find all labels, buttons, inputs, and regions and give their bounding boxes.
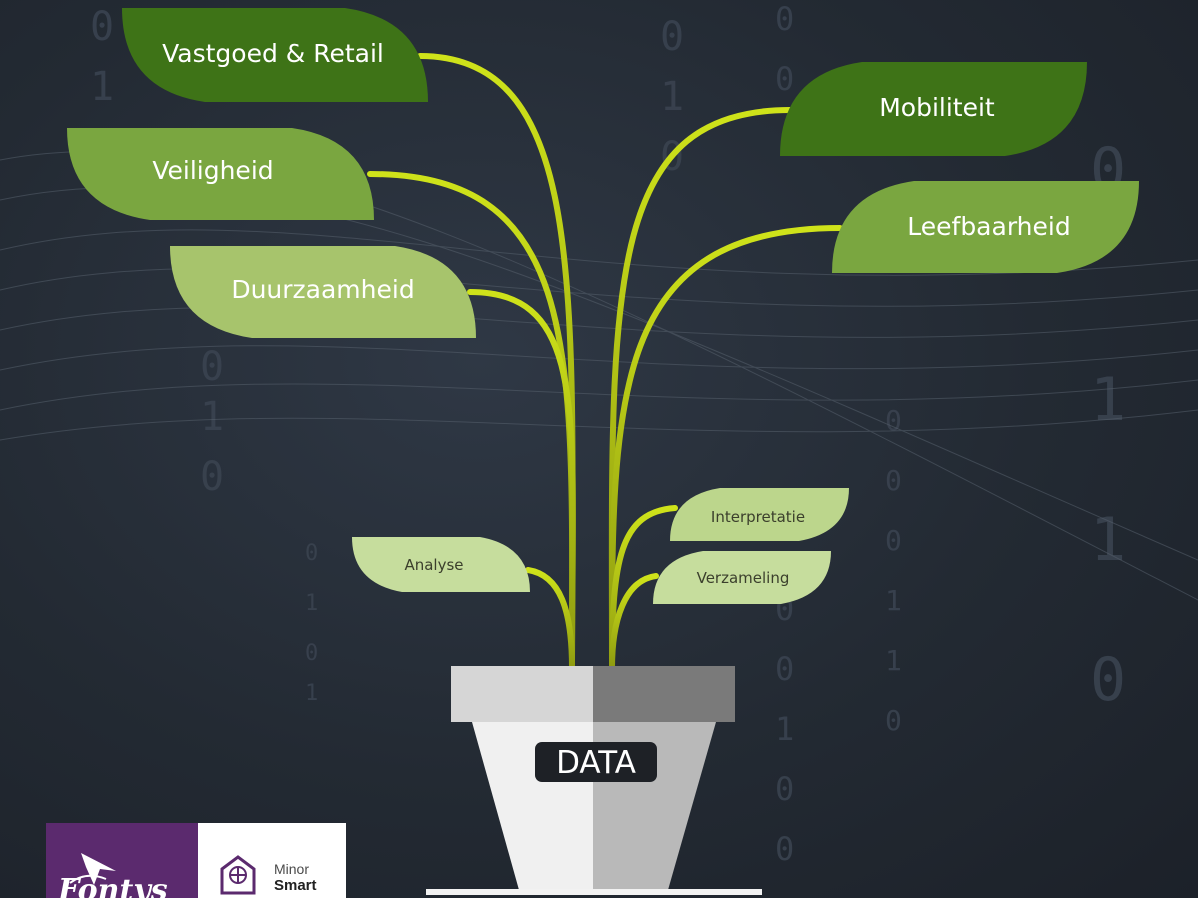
- svg-text:0: 0: [775, 650, 794, 688]
- leaf-veiligheid: Veiligheid: [67, 128, 374, 220]
- leaf-interpretatie-label: Interpretatie: [711, 508, 805, 526]
- svg-text:1: 1: [305, 681, 318, 706]
- svg-text:0: 0: [90, 4, 114, 50]
- stem-leefbaarheid: [608, 225, 843, 671]
- leaf-analyse-label: Analyse: [404, 556, 463, 574]
- leaf-leefbaarheid: Leefbaarheid: [832, 181, 1139, 273]
- leaf-veiligheid-label: Veiligheid: [152, 156, 273, 185]
- bottom-divider: [426, 889, 762, 895]
- svg-text:0: 0: [305, 641, 318, 666]
- leaf-leefbaarheid-label: Leefbaarheid: [907, 212, 1070, 241]
- svg-text:1: 1: [1090, 365, 1126, 435]
- leaf-mobiliteit: Mobiliteit: [780, 62, 1087, 156]
- svg-text:0: 0: [775, 0, 794, 38]
- svg-text:0: 0: [775, 830, 794, 868]
- leaf-analyse: Analyse: [352, 537, 530, 592]
- fontys-minor-smart-logo: Fontys Minor Smart: [46, 823, 346, 898]
- smart-city-globe-icon: [220, 855, 256, 895]
- stems: [367, 53, 843, 671]
- svg-text:1: 1: [90, 64, 114, 110]
- leaf-vastgoed: Vastgoed & Retail: [122, 8, 428, 102]
- leaf-duurzaamheid: Duurzaamheid: [170, 246, 476, 338]
- svg-text:1: 1: [305, 591, 318, 616]
- svg-text:1: 1: [200, 394, 224, 440]
- svg-text:0: 0: [1090, 645, 1126, 715]
- svg-text:0: 0: [885, 404, 902, 437]
- leaf-verzameling-label: Verzameling: [697, 569, 790, 587]
- fontys-logo-panel: Fontys: [46, 823, 198, 898]
- svg-text:0: 0: [660, 14, 684, 60]
- leaf-verzameling: Verzameling: [653, 551, 831, 604]
- pot-label: DATA: [556, 745, 636, 781]
- svg-text:1: 1: [775, 710, 794, 748]
- smart-label: Smart: [274, 877, 317, 894]
- data-pot: DATA: [451, 666, 735, 890]
- stem-analyse: [525, 567, 575, 671]
- svg-text:1: 1: [885, 644, 902, 677]
- svg-text:0: 0: [885, 704, 902, 737]
- svg-text:0: 0: [885, 524, 902, 557]
- svg-text:0: 0: [775, 60, 794, 98]
- svg-text:0: 0: [775, 770, 794, 808]
- svg-text:0: 0: [885, 464, 902, 497]
- svg-text:0: 0: [305, 541, 318, 566]
- fontys-wordmark: Fontys: [58, 873, 168, 898]
- svg-text:1: 1: [660, 74, 684, 120]
- leaf-mobiliteit-label: Mobiliteit: [879, 93, 995, 122]
- leaf-vastgoed-label: Vastgoed & Retail: [162, 39, 384, 68]
- stem-duurzaamheid: [467, 289, 576, 671]
- svg-text:0: 0: [200, 344, 224, 390]
- minor-smart-logo-panel: Minor Smart: [198, 823, 346, 898]
- leaf-interpretatie: Interpretatie: [670, 488, 849, 541]
- svg-text:0: 0: [200, 454, 224, 500]
- fontys-bird-icon: [69, 853, 116, 885]
- svg-text:1: 1: [885, 584, 902, 617]
- leaf-duurzaamheid-label: Duurzaamheid: [231, 275, 414, 304]
- stem-verzameling: [609, 573, 659, 671]
- minor-label: Minor: [274, 861, 310, 877]
- svg-text:1: 1: [1090, 505, 1126, 575]
